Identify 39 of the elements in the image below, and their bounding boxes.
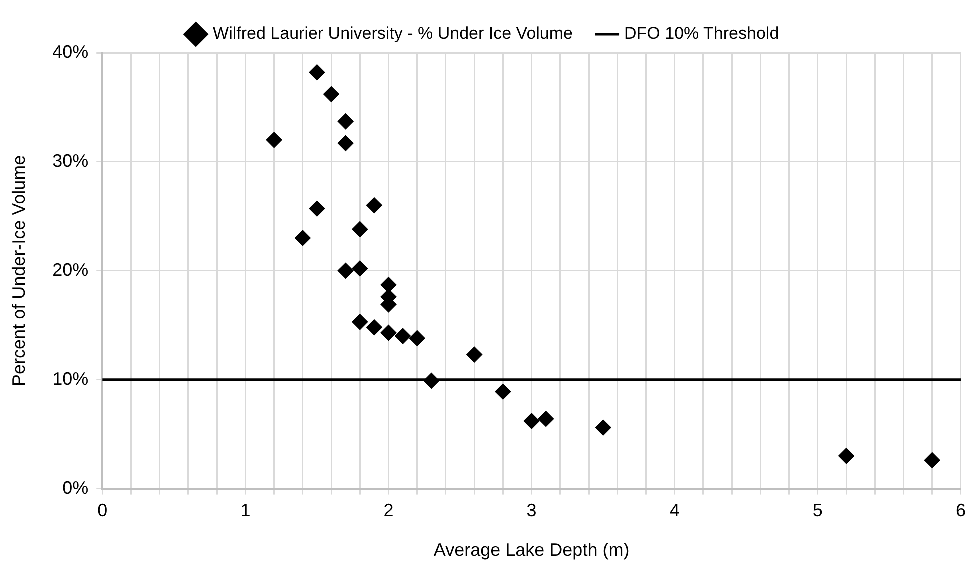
y-tick-label: 0% xyxy=(62,478,89,498)
point xyxy=(366,320,382,336)
point xyxy=(409,330,426,346)
point xyxy=(324,86,340,102)
point xyxy=(380,325,397,341)
point xyxy=(309,64,326,81)
x-axis-title: Average Lake Depth (m) xyxy=(434,540,630,560)
y-tick-label: 10% xyxy=(52,368,89,389)
x-tick-label: 5 xyxy=(812,500,823,521)
point xyxy=(338,262,354,279)
point xyxy=(538,411,554,428)
y-tick-label: 30% xyxy=(52,150,89,171)
point xyxy=(309,200,326,217)
point xyxy=(366,198,382,214)
point xyxy=(266,132,282,148)
x-tick-label: 0 xyxy=(98,500,108,521)
point xyxy=(495,384,512,400)
point xyxy=(338,135,354,152)
y-tick-label: 20% xyxy=(52,260,89,280)
point xyxy=(924,452,940,468)
point xyxy=(352,260,368,277)
legend-label: Wilfred Laurier University - % Under Ice Volume xyxy=(213,24,574,44)
point xyxy=(338,114,354,130)
point xyxy=(352,314,368,330)
point xyxy=(466,346,483,363)
point xyxy=(524,413,540,430)
x-tick-label: 2 xyxy=(384,500,394,521)
point xyxy=(352,222,368,238)
point xyxy=(395,328,412,344)
x-tick-label: 1 xyxy=(240,500,251,521)
x-tick-label: 3 xyxy=(526,500,537,521)
x-tick-label: 4 xyxy=(670,500,680,521)
point xyxy=(838,448,855,464)
legend-label: DFO 10% Threshold xyxy=(624,24,780,44)
point xyxy=(294,230,311,246)
y-tick-label: 40% xyxy=(52,42,89,62)
point xyxy=(595,420,612,436)
y-axis-title: Percent of Under-Ice Volume xyxy=(8,155,29,386)
x-tick-label: 6 xyxy=(956,500,966,521)
